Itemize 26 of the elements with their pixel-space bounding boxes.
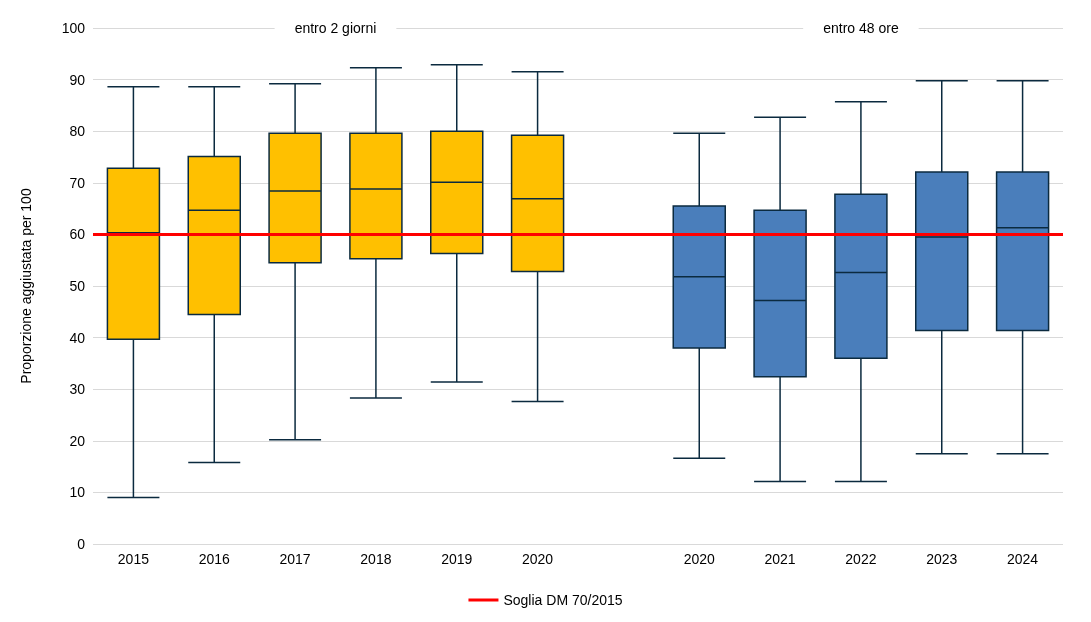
x-tick-label: 2016 — [198, 551, 231, 567]
x-tick-label: 2017 — [279, 551, 311, 567]
x-tick-label: 2018 — [360, 551, 392, 567]
x-tick-label: 2020 — [683, 551, 716, 567]
x-tick-label: 2020 — [522, 551, 554, 567]
y-tick-label: 30 — [69, 381, 86, 398]
x-tick-label: 2015 — [117, 551, 150, 567]
x-tick-label: 2023 — [926, 551, 958, 567]
y-tick-label: 20 — [69, 432, 86, 449]
x-tick-label: 2022 — [845, 551, 877, 567]
y-tick-label: 100 — [61, 20, 86, 36]
annotation: entro 48 ore — [823, 20, 899, 36]
annotation: entro 2 giorni — [294, 20, 377, 36]
legend-label: Soglia DM 70/2015 — [503, 592, 623, 608]
x-tick-label: 2024 — [1007, 551, 1039, 567]
y-tick-label: 10 — [69, 484, 86, 501]
y-tick-label: 40 — [69, 329, 86, 346]
y-tick-label: 60 — [69, 226, 86, 243]
y-tick-label: 50 — [69, 278, 86, 294]
y-tick-label: 70 — [69, 174, 86, 191]
y-tick-label: 90 — [69, 71, 86, 88]
y-tick-label: 0 — [77, 536, 86, 552]
y-axis-title: Proporzione aggiustata per 100 — [18, 188, 34, 384]
x-tick-label: 2019 — [441, 551, 473, 567]
x-tick-label: 2021 — [764, 551, 796, 567]
y-tick-label: 80 — [69, 123, 86, 140]
